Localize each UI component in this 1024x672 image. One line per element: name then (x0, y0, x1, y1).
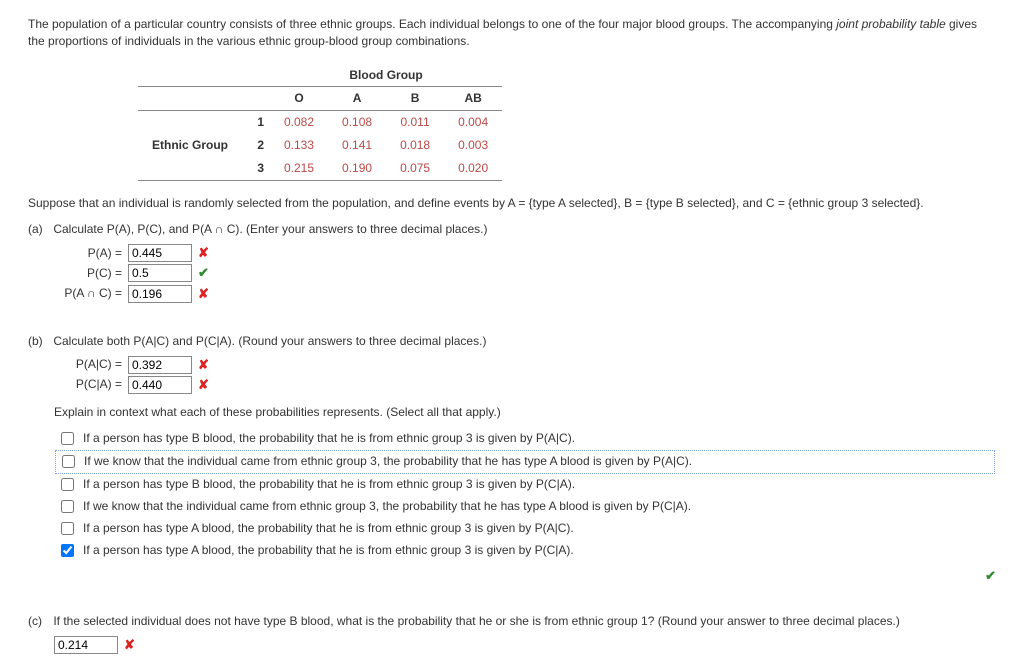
part-b-choices: If a person has type B blood, the probab… (54, 427, 996, 563)
part-a-input-0[interactable] (128, 244, 192, 262)
cell-3-O: 0.215 (270, 157, 328, 180)
choice-text-3: If we know that the individual came from… (83, 498, 691, 515)
row-header-3: 3 (242, 157, 270, 180)
intro-part-a: The population of a particular country c… (28, 17, 836, 31)
choice-checkbox-4[interactable] (61, 522, 74, 535)
events-definition: Suppose that an individual is randomly s… (28, 195, 996, 212)
choice-checkbox-2[interactable] (61, 478, 74, 491)
part-b: (b) Calculate both P(A|C) and P(C|A). (R… (28, 333, 996, 350)
choices-mark-icon: ✔ (985, 567, 996, 585)
cell-3-A: 0.190 (328, 157, 386, 180)
part-a-input-1[interactable] (128, 264, 192, 282)
cell-1-O: 0.082 (270, 111, 328, 134)
table-supertitle: Blood Group (270, 64, 502, 87)
part-b-explain: Explain in context what each of these pr… (54, 404, 996, 421)
cell-3-B: 0.075 (386, 157, 444, 180)
row-header-2: 2 (242, 134, 270, 157)
part-b-input-1[interactable] (128, 376, 192, 394)
part-a-label: (a) (28, 221, 50, 238)
part-b-label-1: P(C|A) = (54, 376, 122, 393)
part-a-mark-1: ✔ (198, 264, 209, 282)
part-a: (a) Calculate P(A), P(C), and P(A ∩ C). … (28, 221, 996, 238)
part-a-label-2: P(A ∩ C) = (54, 285, 122, 302)
part-c-input[interactable] (54, 636, 118, 654)
ethnic-group-label: Ethnic Group (138, 134, 242, 157)
part-c: (c) If the selected individual does not … (28, 613, 996, 630)
col-header-O: O (270, 87, 328, 111)
cell-2-A: 0.141 (328, 134, 386, 157)
part-b-label: (b) (28, 333, 50, 350)
part-c-mark-icon: ✘ (124, 636, 135, 654)
cell-1-B: 0.011 (386, 111, 444, 134)
part-a-mark-2: ✘ (198, 285, 209, 303)
part-a-label-0: P(A) = (54, 245, 122, 262)
choice-text-1: If we know that the individual came from… (84, 453, 692, 470)
cell-1-AB: 0.004 (444, 111, 502, 134)
cell-1-A: 0.108 (328, 111, 386, 134)
part-b-label-0: P(A|C) = (54, 356, 122, 373)
part-b-mark-1: ✘ (198, 376, 209, 394)
intro-text: The population of a particular country c… (28, 16, 996, 50)
choice-text-4: If a person has type A blood, the probab… (83, 520, 574, 537)
col-header-AB: AB (444, 87, 502, 111)
part-a-input-2[interactable] (128, 285, 192, 303)
choice-checkbox-0[interactable] (61, 432, 74, 445)
col-header-A: A (328, 87, 386, 111)
cell-2-AB: 0.003 (444, 134, 502, 157)
part-b-prompt: Calculate both P(A|C) and P(C|A). (Round… (53, 334, 486, 348)
cell-2-O: 0.133 (270, 134, 328, 157)
part-a-mark-0: ✘ (198, 244, 209, 262)
row-header-1: 1 (242, 111, 270, 134)
joint-probability-table: Blood Group O A B AB 1 0.082 0.108 0.011… (138, 64, 502, 181)
intro-italic: joint probability table (836, 17, 945, 31)
cell-3-AB: 0.020 (444, 157, 502, 180)
choice-checkbox-1[interactable] (62, 455, 75, 468)
part-b-mark-0: ✘ (198, 356, 209, 374)
part-c-prompt: If the selected individual does not have… (53, 614, 899, 628)
choice-text-0: If a person has type B blood, the probab… (83, 430, 575, 447)
cell-2-B: 0.018 (386, 134, 444, 157)
part-c-label: (c) (28, 613, 50, 630)
choice-checkbox-5[interactable] (61, 544, 74, 557)
part-a-prompt: Calculate P(A), P(C), and P(A ∩ C). (Ent… (53, 222, 487, 236)
choice-checkbox-3[interactable] (61, 500, 74, 513)
choice-text-2: If a person has type B blood, the probab… (83, 476, 575, 493)
part-b-input-0[interactable] (128, 356, 192, 374)
choice-text-5: If a person has type A blood, the probab… (83, 542, 574, 559)
part-a-label-1: P(C) = (54, 265, 122, 282)
col-header-B: B (386, 87, 444, 111)
